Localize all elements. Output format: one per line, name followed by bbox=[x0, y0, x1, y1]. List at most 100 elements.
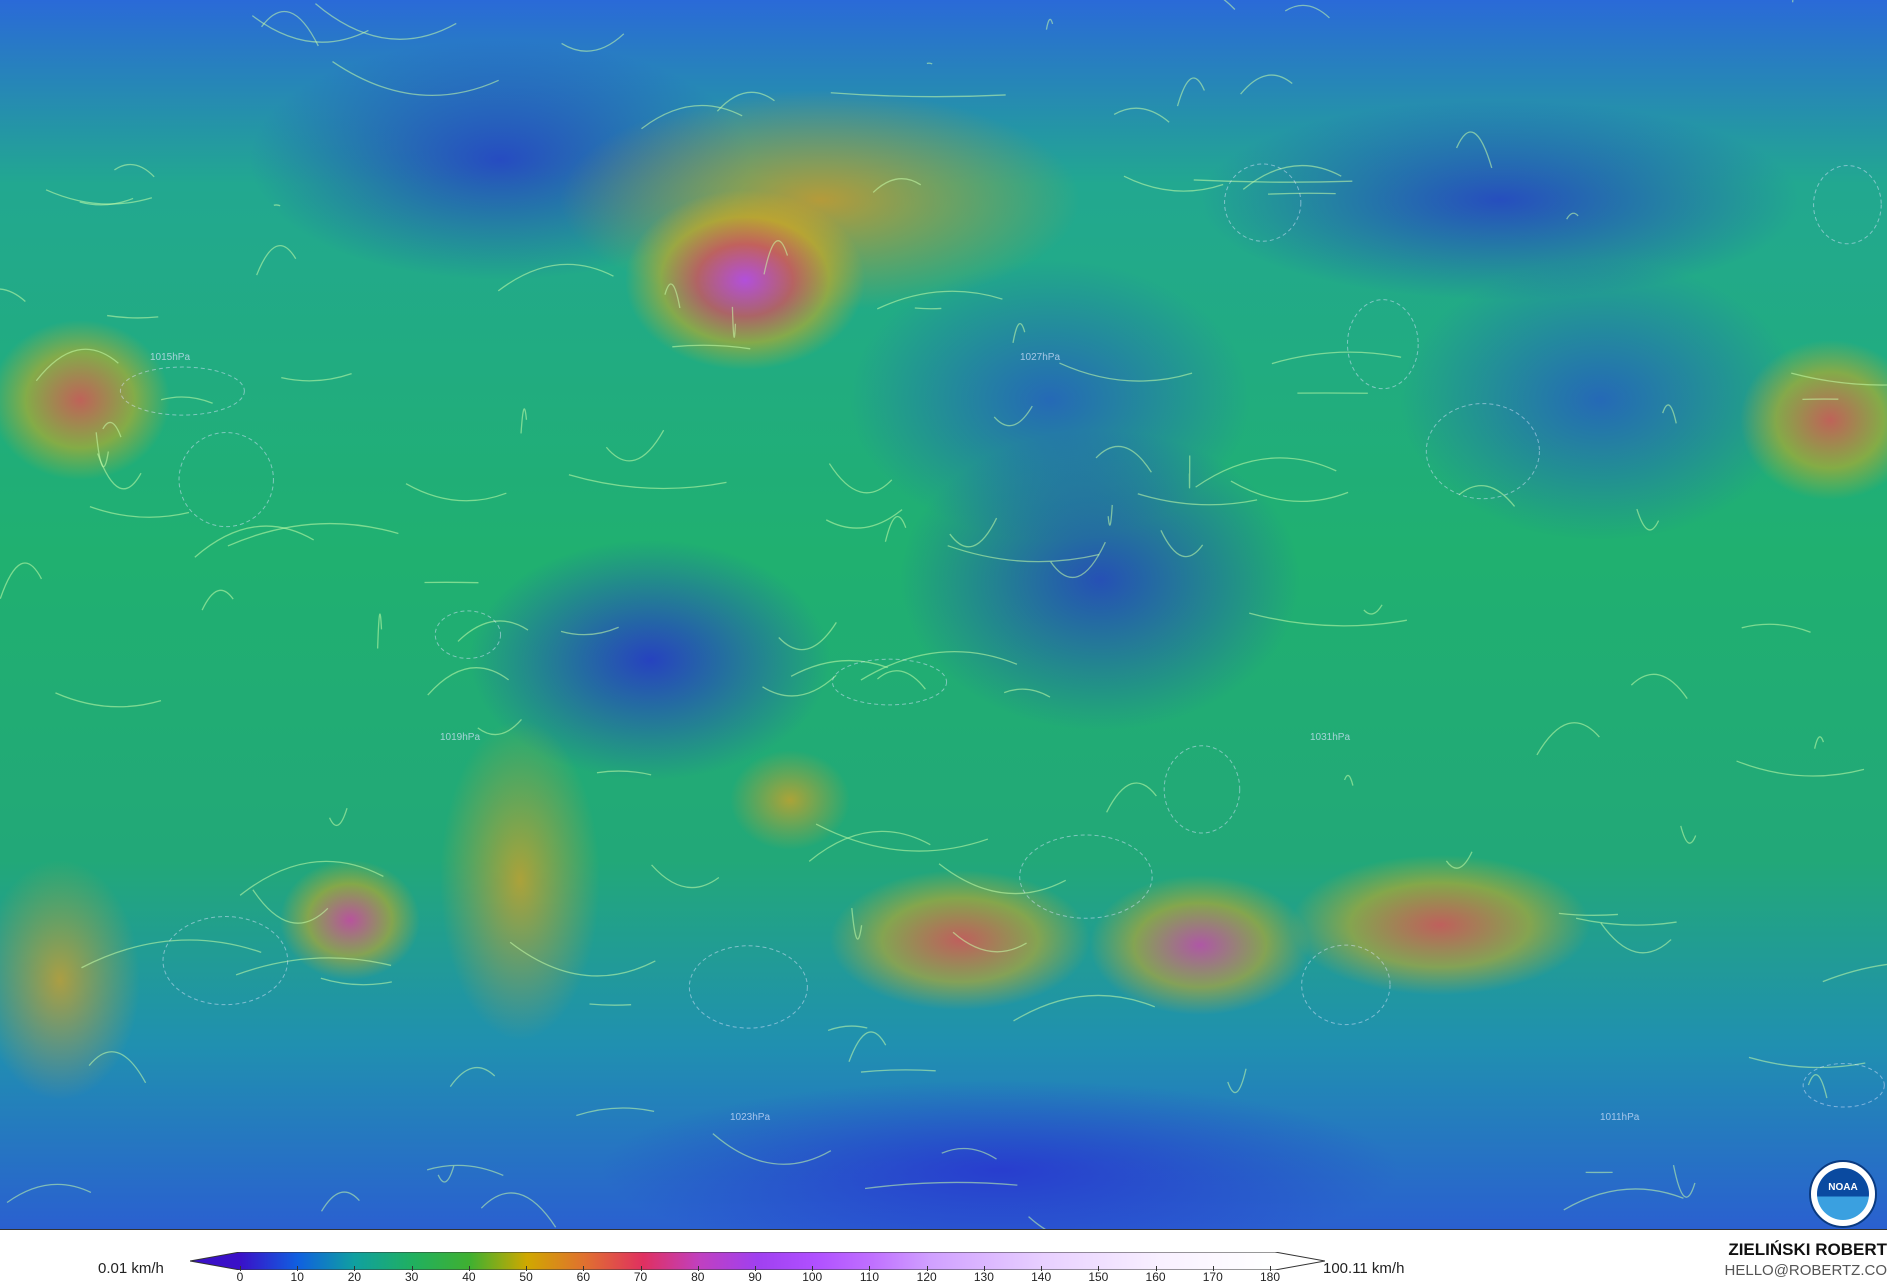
isobar bbox=[689, 946, 807, 1028]
streamline bbox=[98, 454, 141, 489]
streamline bbox=[732, 307, 735, 337]
isobar bbox=[1020, 835, 1153, 918]
colorbar-tick-label: 120 bbox=[917, 1270, 937, 1284]
streamline bbox=[1663, 405, 1677, 423]
streamline bbox=[498, 264, 613, 291]
author-name: ZIELIŃSKI ROBERT bbox=[1728, 1240, 1887, 1260]
streamline bbox=[597, 771, 651, 775]
colorbar-min-label: 0.01 km/h bbox=[98, 1260, 164, 1277]
streamline bbox=[569, 475, 727, 489]
streamline bbox=[672, 345, 750, 349]
streamline bbox=[877, 291, 1002, 309]
isobar-label: 1019hPa bbox=[440, 732, 480, 743]
streamlines: 1015hPa1019hPa1023hPa1027hPa1031hPa1011h… bbox=[0, 0, 1887, 1229]
streamline bbox=[1004, 689, 1050, 697]
streamline bbox=[791, 661, 888, 677]
streamline bbox=[641, 105, 742, 128]
streamline bbox=[1013, 324, 1025, 343]
streamline bbox=[1737, 761, 1864, 776]
streamline bbox=[240, 861, 383, 895]
streamline bbox=[1228, 1069, 1246, 1093]
isobar bbox=[1814, 166, 1882, 244]
streamline bbox=[717, 92, 774, 111]
noaa-logo: NOAA bbox=[1809, 1160, 1877, 1228]
streamline bbox=[89, 1052, 145, 1083]
colorbar-tick-label: 40 bbox=[462, 1270, 475, 1284]
colorbar-tick-label: 100 bbox=[802, 1270, 822, 1284]
streamline bbox=[96, 432, 108, 466]
streamline bbox=[950, 518, 997, 547]
streamline bbox=[378, 614, 382, 648]
colorbar-tick-label: 20 bbox=[348, 1270, 361, 1284]
streamline bbox=[1046, 19, 1052, 29]
streamline bbox=[562, 34, 624, 51]
streamline bbox=[1161, 530, 1203, 556]
streamline bbox=[1231, 481, 1348, 501]
streamline bbox=[1564, 1189, 1684, 1210]
streamline bbox=[1051, 542, 1106, 577]
streamline bbox=[438, 1166, 454, 1182]
streamline bbox=[81, 940, 261, 968]
streamline bbox=[1576, 918, 1677, 925]
streamline bbox=[322, 1192, 360, 1211]
colorbar-tick-label: 110 bbox=[860, 1270, 879, 1284]
streamline bbox=[1567, 213, 1578, 219]
streamline bbox=[1107, 783, 1157, 812]
streamline bbox=[939, 864, 1066, 894]
streamline bbox=[1631, 674, 1687, 698]
colorbar-tick-label: 160 bbox=[1146, 1270, 1166, 1284]
streamline bbox=[481, 1193, 555, 1227]
streamline bbox=[1124, 176, 1223, 191]
streamline bbox=[994, 406, 1032, 426]
streamline bbox=[942, 1148, 997, 1159]
streamline bbox=[46, 190, 152, 204]
colorbar-tick-label: 130 bbox=[974, 1270, 994, 1284]
streamline bbox=[1194, 180, 1353, 182]
streamline bbox=[1742, 624, 1811, 632]
streamline bbox=[1459, 486, 1515, 507]
streamline bbox=[576, 1108, 654, 1116]
author-email: HELLO@ROBERTZ.CO bbox=[1725, 1262, 1887, 1279]
streamline bbox=[257, 246, 296, 276]
colorbar-tick-label: 170 bbox=[1203, 1270, 1223, 1284]
streamline bbox=[665, 284, 680, 308]
streamline bbox=[1793, 0, 1797, 2]
streamline bbox=[953, 932, 1027, 952]
colorbar-tick-label: 50 bbox=[519, 1270, 532, 1284]
streamline bbox=[450, 1068, 494, 1087]
streamline bbox=[406, 484, 506, 501]
streamline bbox=[948, 546, 1099, 562]
streamline bbox=[561, 627, 619, 634]
streamline bbox=[828, 1026, 867, 1030]
streamline bbox=[885, 516, 905, 541]
streamline bbox=[1446, 852, 1472, 868]
streamline bbox=[779, 622, 837, 649]
streamline bbox=[1014, 995, 1155, 1021]
streamline bbox=[521, 409, 526, 434]
streamline bbox=[202, 590, 233, 610]
streamline bbox=[1241, 75, 1293, 94]
isobar bbox=[179, 433, 273, 527]
streamline bbox=[927, 63, 932, 64]
streamline bbox=[274, 205, 280, 206]
isobar-label: 1011hPa bbox=[1600, 1112, 1640, 1123]
streamline bbox=[1249, 613, 1407, 626]
isobar-label: 1023hPa bbox=[730, 1112, 770, 1123]
streamline bbox=[1815, 737, 1824, 749]
isobar bbox=[1164, 746, 1240, 833]
streamline bbox=[1108, 505, 1112, 525]
streamline bbox=[873, 179, 921, 193]
streamline bbox=[458, 621, 528, 641]
streamline bbox=[0, 563, 41, 599]
isobar bbox=[1347, 300, 1418, 389]
streamline bbox=[478, 719, 522, 734]
colorbar-tick-label: 0 bbox=[237, 1270, 244, 1284]
isobar bbox=[1302, 945, 1390, 1024]
streamline bbox=[195, 526, 314, 557]
streamline bbox=[831, 93, 1006, 97]
streamline bbox=[332, 62, 498, 96]
streamline bbox=[510, 942, 655, 976]
streamline bbox=[114, 164, 154, 176]
streamline bbox=[1272, 352, 1401, 363]
streamline bbox=[0, 289, 25, 302]
